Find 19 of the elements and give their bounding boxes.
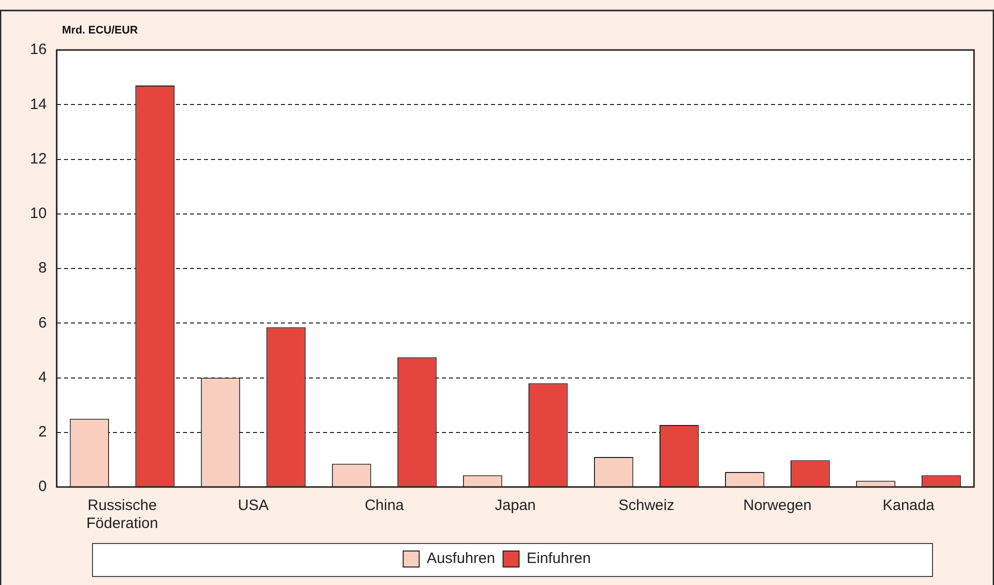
y-tick-label: 14 [30, 96, 47, 113]
x-tick-label: Japan [494, 497, 536, 514]
legend-label: Ausfuhren [426, 550, 496, 568]
y-tick-label: 10 [30, 205, 47, 222]
x-tick-label: Russische Föderation [86, 497, 158, 532]
y-axis-title: Mrd. ECU/EUR [62, 24, 138, 37]
x-tick-label: Schweiz [618, 497, 674, 514]
y-tick-label: 2 [38, 424, 47, 441]
y-tick-label: 0 [38, 478, 47, 496]
y-tick-label: 6 [38, 314, 47, 332]
x-tick-label: Kanada [882, 497, 935, 514]
y-tick-label: 16 [30, 41, 47, 58]
x-tick-label: Norwegen [743, 497, 812, 514]
y-tick-label: 8 [38, 260, 47, 277]
y-tick-label: 12 [30, 150, 47, 168]
legend-label: Einfuhren [526, 550, 591, 568]
x-tick-label: USA [238, 497, 269, 514]
x-tick-label: China [364, 497, 405, 514]
y-tick-label: 4 [38, 368, 47, 386]
